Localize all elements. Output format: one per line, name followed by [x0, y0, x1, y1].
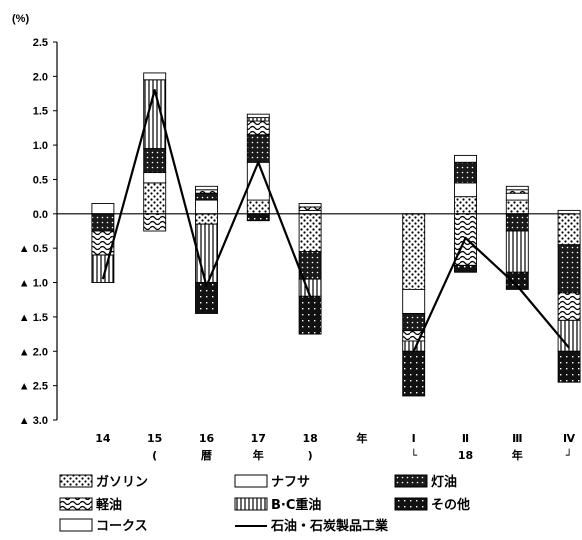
legend-label-diesel: 軽油 [96, 497, 122, 513]
bar-segment-bc_oil [505, 230, 529, 273]
legend-swatch-coke [59, 518, 93, 532]
legend-swatch-bc_oil [234, 497, 268, 511]
bar-segment-naphtha [402, 288, 426, 314]
x-category-label: 年 [512, 448, 523, 462]
axes-layer: 2.5 2.0 1.5 1.0 0.5 0.0 ▲ 0.5 ▲ 1.0 ▲ 1.5 ▲ 2.0 ▲ … [19, 37, 58, 427]
bar-segment-other [505, 271, 529, 290]
bar-segment-other [454, 264, 477, 273]
x-category-label: ) [308, 449, 313, 462]
y-tick-label: ▲ 1.0 [19, 278, 48, 290]
y-tick-label: 1.0 [33, 140, 48, 152]
unit-label: (%) [12, 13, 29, 25]
legend-label-coke: コークス [96, 519, 148, 534]
y-tick-label: ▲ 0.5 [19, 243, 48, 255]
bar-segment-gasoline [298, 213, 322, 253]
x-category-label: 16 [199, 432, 215, 445]
bar-segment-other [246, 213, 270, 222]
bars-layer [91, 72, 581, 397]
bar-segment-kerosene [246, 134, 270, 163]
bar-segment-gasoline [557, 213, 581, 246]
bar-segment-kerosene [91, 213, 115, 232]
legend-label-line: 石油・石炭製品工業 [270, 518, 389, 534]
bar-segment-other [402, 350, 426, 397]
bar-segment-coke [246, 113, 270, 119]
x-category-label: 14 [95, 432, 111, 445]
x-category-label: ( [152, 449, 157, 462]
bar-segment-diesel [195, 189, 218, 194]
bar-segment-kerosene [454, 161, 477, 184]
category-labels-layer: 14 15 (16 暦 17 年 18) 年 Ⅰ └ Ⅱ 18 Ⅲ 年 Ⅳ ┘ [95, 431, 576, 462]
bar-segment-diesel [505, 189, 529, 194]
x-category-label: 18 [302, 432, 317, 445]
bar-segment-coke [298, 203, 322, 208]
x-category-label: Ⅱ [462, 432, 469, 445]
legend-label-kerosene: 灯油 [431, 474, 457, 490]
x-category-label: 17 [251, 432, 266, 445]
bar-segment-coke [505, 185, 529, 191]
bar-segment-naphtha [143, 172, 167, 184]
bar-segment-bc_oil [246, 117, 270, 122]
legend-swatch-naphtha [234, 474, 268, 488]
x-category-label: └ [410, 448, 417, 462]
bar-segment-kerosene [557, 244, 581, 294]
x-category-label: 18 [458, 449, 473, 462]
bar-segment-diesel [143, 213, 167, 232]
legend-label-bc_oil: B·C重油 [271, 497, 321, 513]
x-category-label: 15 [147, 432, 162, 445]
bar-segment-kerosene [195, 192, 218, 201]
bar-segment-gasoline [505, 199, 529, 215]
y-tick-label: 2.0 [33, 71, 48, 83]
bar-segment-gasoline [402, 213, 426, 290]
legend-swatch-diesel [59, 497, 93, 511]
legend-swatch-kerosene [394, 474, 428, 488]
legend-label-naphtha: ナフサ [271, 475, 310, 490]
y-tick-label: ▲ 2.0 [19, 346, 48, 358]
bar-segment-coke [143, 72, 167, 81]
x-category-label: ┘ [566, 448, 573, 462]
bar-segment-kerosene [143, 148, 167, 174]
bar-segment-diesel [298, 206, 322, 211]
y-tick-label: 2.5 [33, 37, 48, 49]
y-tick-label: 0.5 [33, 174, 48, 186]
x-category-label: Ⅰ [412, 432, 416, 445]
x-category-label: Ⅳ [563, 432, 576, 445]
legend-label-other: その他 [431, 497, 470, 513]
x-category-label: Ⅲ [512, 432, 522, 445]
bar-segment-naphtha [454, 182, 477, 198]
bar-segment-other [557, 350, 581, 383]
line-layer [101, 89, 570, 352]
x-category-label: 年 [253, 448, 264, 462]
bar-segment-diesel [246, 120, 270, 136]
bar-segment-gasoline [454, 196, 477, 215]
y-tick-label: ▲ 2.5 [19, 381, 48, 393]
bar-segment-gasoline [143, 182, 167, 215]
bar-segment-gasoline [195, 213, 218, 225]
bar-segment-other [195, 282, 218, 314]
bar-segment-other [298, 295, 322, 335]
y-tick-label: ▲ 3.0 [19, 415, 48, 427]
bar-segment-coke [195, 185, 218, 191]
y-tick-label: 1.5 [33, 106, 48, 118]
bar-segment-naphtha [91, 203, 115, 215]
bar-segment-diesel [557, 292, 581, 321]
bar-segment-naphtha [195, 199, 218, 215]
bar-segment-kerosene [505, 213, 529, 232]
legend-label-gasoline: ガソリン [96, 475, 148, 490]
legend-swatch-other [394, 497, 428, 511]
x-category-label: 暦 [201, 449, 212, 462]
bar-segment-gasoline [246, 199, 270, 215]
bar-segment-kerosene [402, 313, 426, 332]
y-tick-label: 0.0 [33, 209, 48, 221]
bar-segment-coke [454, 154, 477, 163]
y-tick-label: ▲ 1.5 [19, 312, 48, 324]
bar-segment-naphtha [505, 192, 529, 201]
x-category-label: 年 [356, 431, 367, 445]
line-series-total [101, 89, 570, 352]
legend-swatch-gasoline [59, 474, 93, 488]
